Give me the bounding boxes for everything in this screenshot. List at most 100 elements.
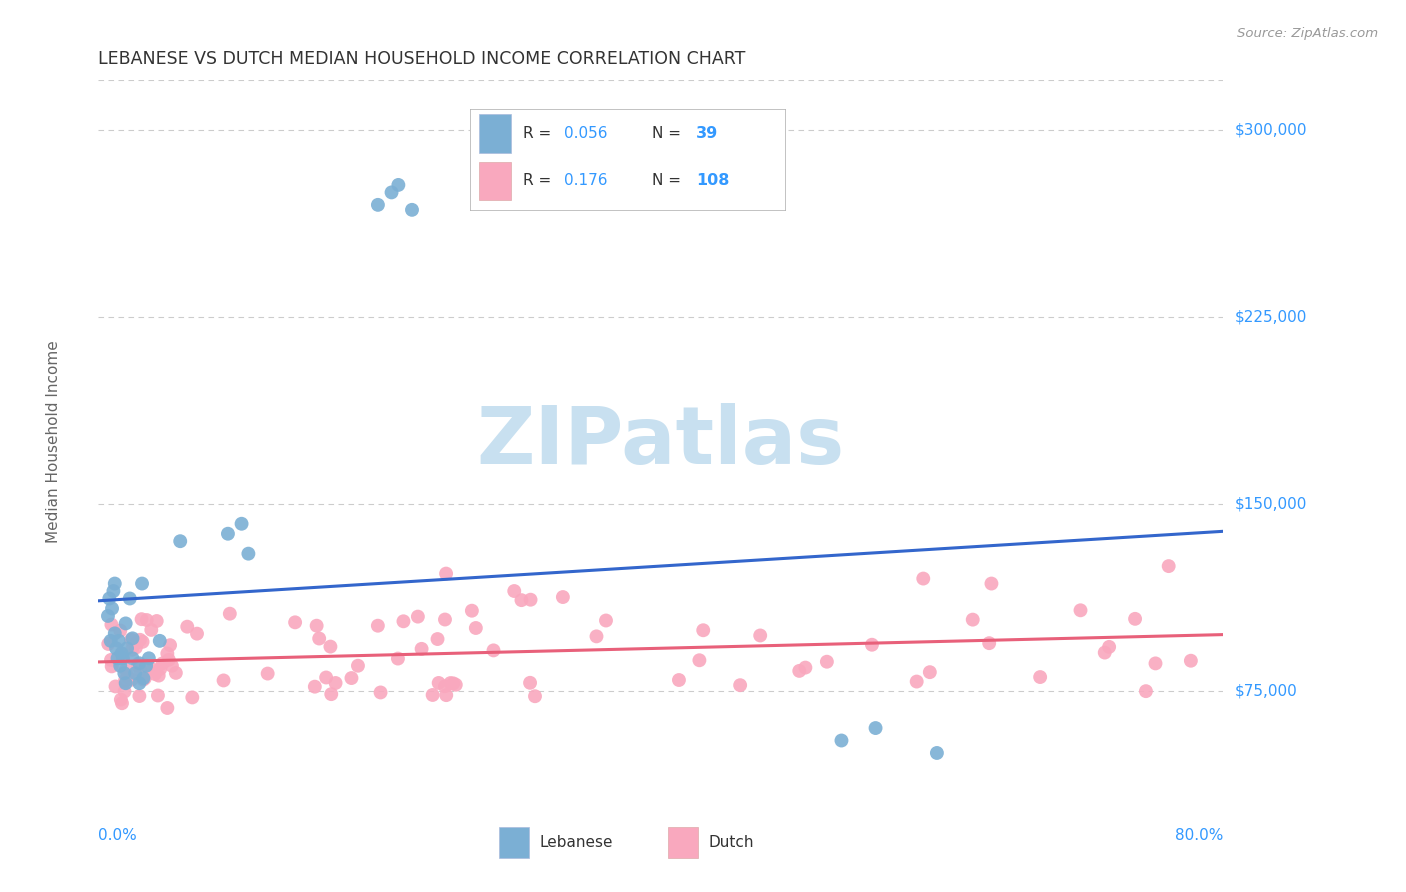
Point [830,733,852,747]
Point [441,676,464,690]
Point [218,607,240,621]
Point [308,632,330,646]
Point [176,620,198,634]
Point [114,676,136,690]
Point [962,613,984,627]
Point [132,673,155,687]
Point [141,623,163,637]
Point [181,690,204,705]
Point [128,689,150,703]
Point [132,671,155,685]
Point [1144,657,1167,671]
Point [160,658,183,673]
Point [688,653,710,667]
Point [129,632,152,647]
Point [100,659,122,673]
Point [728,678,751,692]
Point [143,667,166,681]
Point [114,684,136,698]
Text: $225,000: $225,000 [1234,310,1306,325]
Point [367,618,389,632]
Point [110,646,132,660]
Point [138,651,160,665]
Point [422,688,444,702]
Point [120,632,142,647]
Point [145,614,167,628]
Point [1098,640,1121,654]
Point [149,633,172,648]
Point [231,516,253,531]
Point [347,658,370,673]
Point [1094,646,1116,660]
Point [152,657,174,671]
Point [125,640,148,655]
Text: Median Household Income: Median Household Income [46,340,60,543]
Point [111,696,134,710]
Point [387,651,409,665]
Point [101,601,124,615]
Point [315,671,337,685]
Point [860,638,883,652]
Point [115,663,138,677]
Point [380,186,402,200]
Point [370,685,392,699]
Text: ZIPatlas: ZIPatlas [477,402,845,481]
Point [129,663,152,677]
Point [107,651,129,665]
Point [519,592,541,607]
Point [434,566,457,581]
Point [103,584,125,599]
Point [980,576,1002,591]
Point [124,666,146,681]
Point [461,604,484,618]
Point [128,658,150,673]
Point [1180,654,1202,668]
Point [104,626,127,640]
Point [1069,603,1091,617]
Point [585,629,607,643]
Point [256,666,278,681]
Point [169,534,191,549]
Point [387,178,409,192]
Point [117,669,139,683]
Point [304,680,326,694]
Text: $150,000: $150,000 [1234,496,1306,511]
Point [118,591,141,606]
Point [135,658,157,673]
Point [551,590,574,604]
Point [100,617,122,632]
Point [110,692,132,706]
Point [321,687,343,701]
Point [692,624,714,638]
Point [433,613,456,627]
Point [98,591,121,606]
Point [1029,670,1052,684]
Point [128,657,150,671]
Point [401,202,423,217]
Point [392,615,415,629]
Point [148,668,170,682]
Point [524,690,547,704]
Point [111,651,134,665]
Point [912,572,935,586]
Point [444,678,467,692]
Point [510,593,533,607]
Point [121,651,143,665]
Text: 80.0%: 80.0% [1175,828,1223,843]
Point [112,666,135,681]
Point [426,632,449,646]
Point [212,673,235,688]
Point [433,679,456,693]
Point [159,638,181,652]
Point [319,640,342,654]
Point [156,647,179,661]
Point [815,655,838,669]
Point [238,547,260,561]
Point [100,653,122,667]
Point [131,576,153,591]
Text: $300,000: $300,000 [1234,122,1306,137]
Point [121,642,143,657]
Point [128,676,150,690]
Point [121,673,143,687]
Point [439,676,461,690]
